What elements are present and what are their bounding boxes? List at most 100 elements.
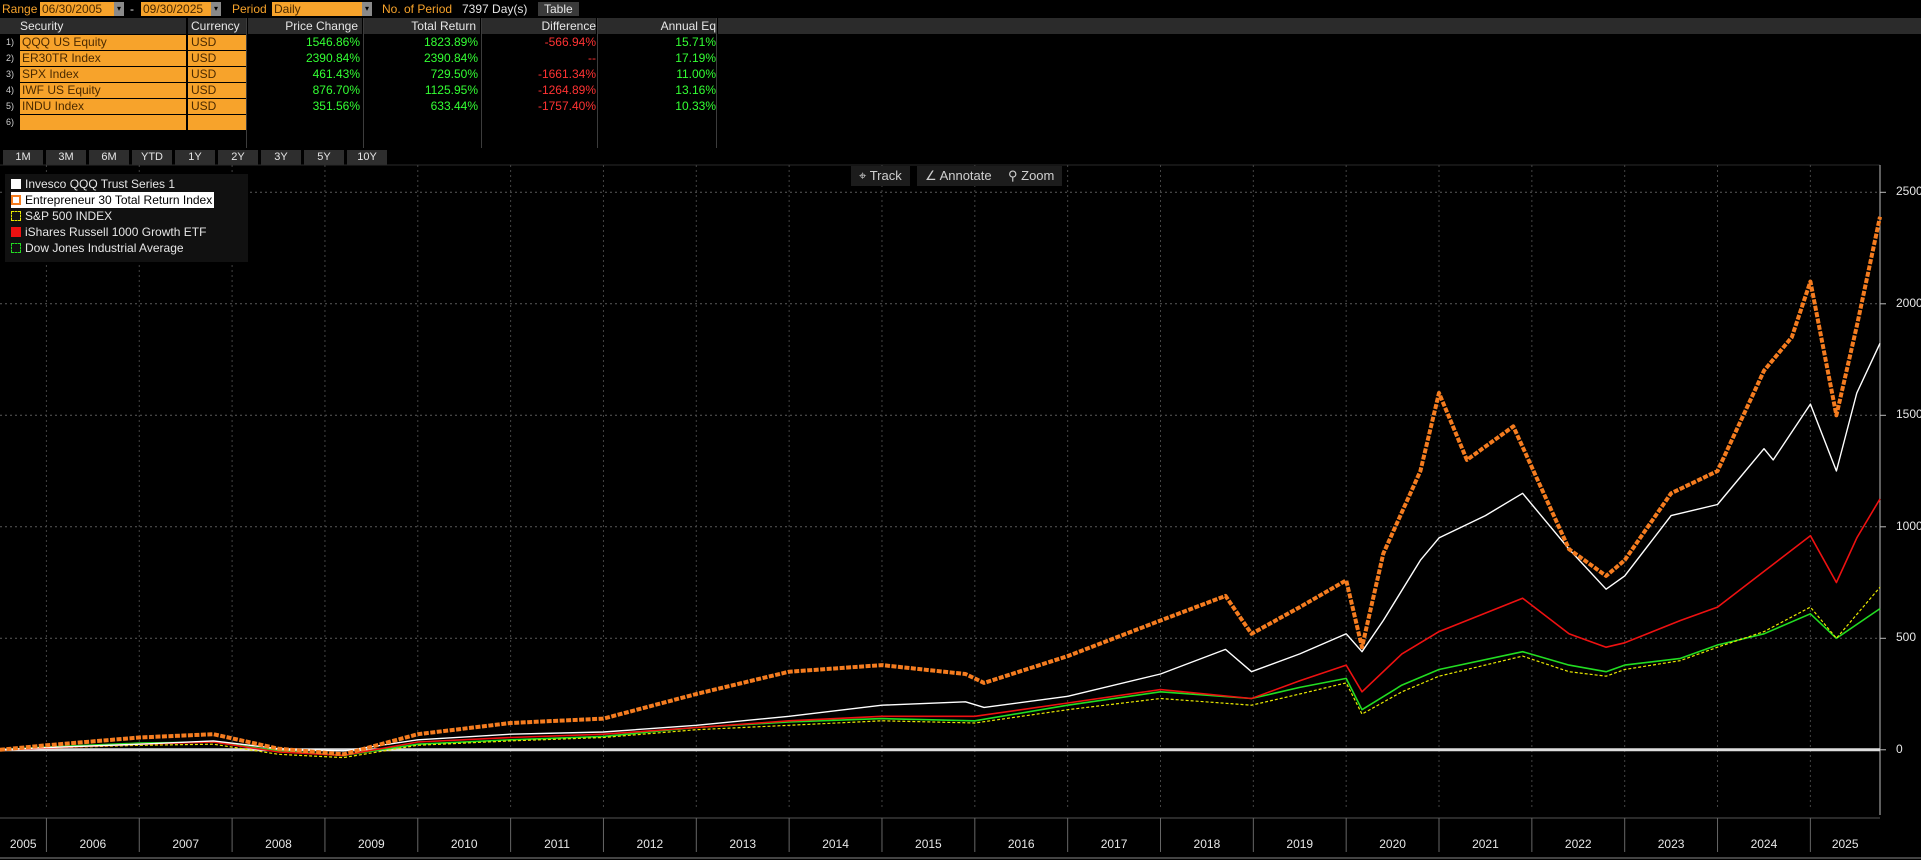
header-price-change[interactable]: Price Change	[248, 18, 362, 34]
header-total-return[interactable]: Total Return	[364, 18, 480, 34]
currency-cell[interactable]: USD	[188, 34, 246, 50]
period-button-1y[interactable]: 1Y	[175, 150, 215, 165]
x-tick-label: 2007	[172, 837, 200, 851]
period-button-6m[interactable]: 6M	[89, 150, 129, 165]
period-button-1m[interactable]: 1M	[3, 150, 43, 165]
legend-label: S&P 500 INDEX	[25, 209, 113, 223]
y-tick-label: 1500	[1896, 407, 1921, 422]
period-button-ytd[interactable]: YTD	[132, 150, 172, 165]
security-cell[interactable]: IWF US Equity	[20, 82, 186, 98]
legend-swatch	[11, 195, 21, 205]
x-tick-label: 2022	[1564, 837, 1592, 851]
annual-eq-cell: 13.16%	[675, 83, 716, 97]
legend-item-er30[interactable]: Entrepreneur 30 Total Return Index	[11, 192, 215, 208]
x-tick-label: 2009	[357, 837, 385, 851]
period-button-3m[interactable]: 3M	[46, 150, 86, 165]
legend-item-spx[interactable]: S&P 500 INDEX	[11, 208, 112, 224]
x-tick-label: 2005	[9, 837, 37, 851]
x-tick-label: 2021	[1472, 837, 1499, 851]
row-number: 5)	[6, 101, 15, 111]
magnifier-icon: ⚲	[1008, 168, 1022, 183]
period-button-5y[interactable]: 5Y	[304, 150, 344, 165]
crosshair-icon: ⌖	[859, 168, 870, 183]
period-button-2y[interactable]: 2Y	[218, 150, 258, 165]
y-tick-label: 2000	[1896, 295, 1921, 310]
series-line-er30	[0, 216, 1882, 757]
legend-item-indu[interactable]: Dow Jones Industrial Average	[11, 240, 184, 256]
total-return-cell: 1125.95%	[424, 83, 478, 97]
x-tick-label: 2015	[915, 837, 942, 851]
currency-cell[interactable]: USD	[188, 50, 246, 66]
header-difference[interactable]: Difference	[482, 18, 596, 34]
y-tick-label: 0	[1896, 741, 1903, 756]
price-change-cell: 461.43%	[312, 67, 360, 81]
legend-item-qqq[interactable]: Invesco QQQ Trust Series 1	[11, 176, 175, 192]
table-button[interactable]: Table	[538, 2, 579, 16]
security-cell[interactable]: ER30TR Index	[20, 50, 186, 66]
x-tick-label: 2017	[1100, 837, 1128, 851]
security-cell[interactable]: INDU Index	[20, 98, 186, 114]
annual-eq-cell: 11.00%	[676, 67, 716, 81]
zoom-label: Zoom	[1021, 168, 1055, 183]
legend-label: Dow Jones Industrial Average	[25, 241, 184, 255]
x-tick-label: 2011	[544, 837, 570, 851]
row-number: 3)	[6, 69, 15, 79]
legend-swatch	[11, 179, 21, 189]
end-date-dropdown-icon[interactable]: ▾	[211, 2, 221, 16]
period-button-3y[interactable]: 3Y	[261, 150, 301, 165]
total-return-cell: 729.50%	[430, 67, 478, 81]
y-tick-label: 1000	[1896, 518, 1921, 533]
price-change-cell: 351.56%	[312, 99, 360, 113]
x-tick-label: 2023	[1657, 837, 1685, 851]
currency-cell[interactable]	[188, 114, 246, 130]
total-return-cell: 1823.89%	[423, 35, 478, 49]
annotate-tool[interactable]: ∠ Annotate	[917, 166, 1000, 186]
total-return-cell: 633.44%	[430, 99, 478, 113]
series-line-iwf	[0, 498, 1881, 757]
x-tick-label: 2024	[1750, 837, 1778, 851]
row-number: 6)	[6, 117, 15, 127]
toolbar: Range 06/30/2005 ▾ - 09/30/2025 ▾ Period…	[0, 0, 1921, 18]
total-return-cell: 2390.84%	[423, 51, 478, 65]
legend-swatch	[11, 211, 21, 221]
range-separator: -	[130, 2, 134, 16]
price-change-cell: 1546.86%	[305, 35, 360, 49]
legend-label: Invesco QQQ Trust Series 1	[25, 177, 176, 191]
security-cell[interactable]	[20, 114, 186, 130]
num-period-label: No. of Period	[382, 2, 453, 16]
period-button-10y[interactable]: 10Y	[347, 150, 387, 165]
x-tick-label: 2019	[1286, 837, 1314, 851]
period-dropdown-icon[interactable]: ▾	[362, 2, 372, 16]
period-select[interactable]: Daily	[272, 2, 362, 16]
start-date-dropdown-icon[interactable]: ▾	[114, 2, 124, 16]
returns-table: Security Currency Price Change Total Ret…	[0, 18, 1921, 148]
zoom-tool[interactable]: ⚲ Zoom	[1000, 166, 1063, 186]
currency-cell[interactable]: USD	[188, 98, 246, 114]
header-security[interactable]: Security	[0, 18, 186, 34]
track-tool[interactable]: ⌖ Track	[851, 166, 910, 186]
price-change-cell: 2390.84%	[305, 51, 360, 65]
annotate-label: Annotate	[939, 168, 992, 183]
row-number: 1)	[6, 37, 15, 47]
difference-cell: -566.94%	[544, 35, 596, 49]
currency-cell[interactable]: USD	[188, 66, 246, 82]
x-tick-label: 2014	[822, 837, 849, 851]
y-tick-label: 2500	[1896, 184, 1921, 199]
header-annual-eq[interactable]: Annual Eq	[598, 18, 716, 34]
x-tick-label: 2006	[79, 837, 107, 851]
legend-label: Entrepreneur 30 Total Return Index	[25, 193, 213, 207]
range-label: Range	[2, 2, 38, 16]
legend-item-iwf[interactable]: iShares Russell 1000 Growth ETF	[11, 224, 206, 240]
security-cell[interactable]: SPX Index	[20, 66, 186, 82]
currency-cell[interactable]: USD	[188, 82, 246, 98]
x-tick-label: 2016	[1007, 837, 1035, 851]
security-cell[interactable]: QQQ US Equity	[20, 34, 186, 50]
start-date-field[interactable]: 06/30/2005	[40, 2, 114, 16]
end-date-field[interactable]: 09/30/2025	[141, 2, 211, 16]
annual-eq-cell: 17.19%	[675, 51, 716, 65]
y-tick-label: 500	[1896, 630, 1917, 645]
header-currency[interactable]: Currency	[188, 18, 246, 34]
difference-cell: -1661.34%	[537, 67, 596, 81]
header-filler	[718, 18, 1921, 34]
